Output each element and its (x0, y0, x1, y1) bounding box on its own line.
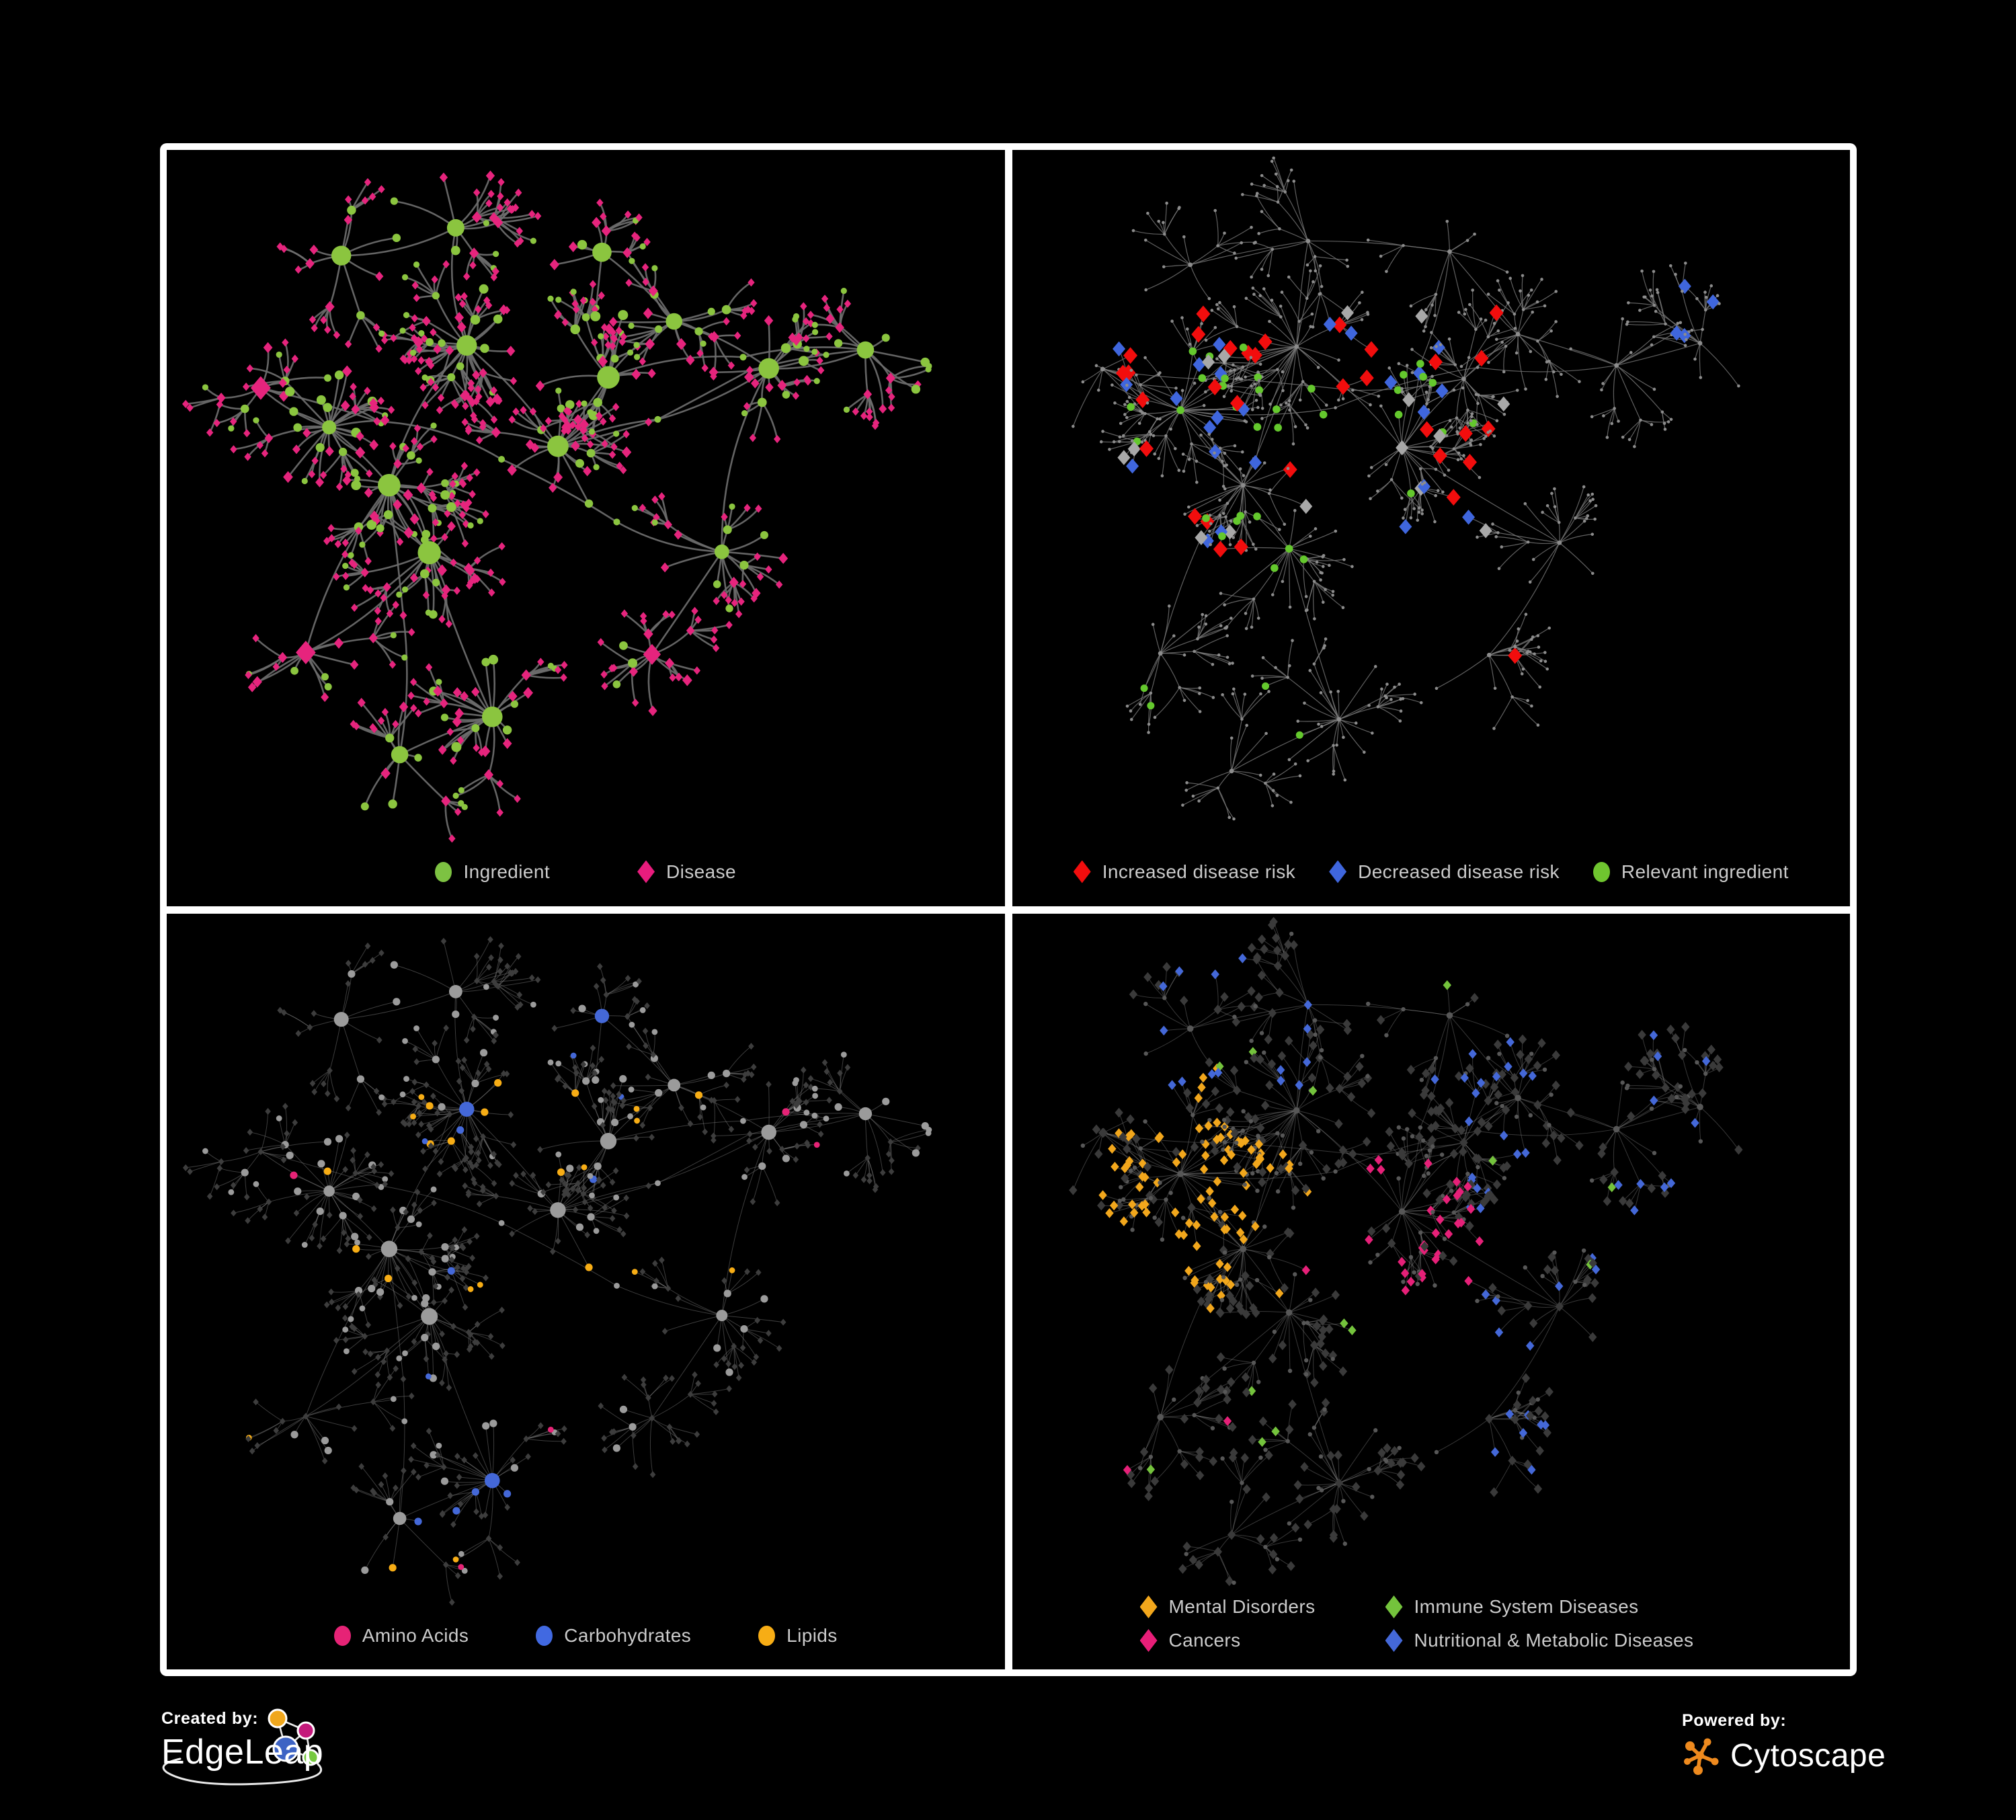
legend-label: Carbohydrates (564, 1625, 692, 1646)
legend-label: Nutritional & Metabolic Diseases (1414, 1630, 1694, 1651)
legend-label: Decreased disease risk (1358, 861, 1560, 882)
immune-diseases-swatch-icon (1385, 1595, 1403, 1618)
legend-ingredient-disease: Ingredient Disease (167, 860, 1005, 883)
legend-item: Increased disease risk (1073, 860, 1296, 883)
increased-risk-swatch-icon (1073, 860, 1091, 883)
legend-item: Relevant ingredient (1592, 861, 1789, 883)
amino-acids-swatch-icon (333, 1626, 351, 1646)
legend-item: Immune System Diseases (1385, 1595, 1694, 1618)
powered-by-label: Powered by: (1682, 1711, 1787, 1730)
cytoscape-logo (1684, 1738, 1719, 1775)
legend-label: Cancers (1168, 1630, 1241, 1651)
panel-chemical-classes: Amino Acids Carbohydrates Lipids (167, 913, 1005, 1669)
network-graph-disease-categories (1068, 916, 1743, 1586)
edgeleap-logo-magenta-node (296, 1721, 315, 1740)
network-graph-ingredient-disease (182, 170, 932, 843)
legend-item: Nutritional & Metabolic Diseases (1385, 1629, 1694, 1652)
disease-swatch-icon (637, 860, 655, 883)
legend-label: Lipids (787, 1625, 838, 1646)
four-panel-frame: Ingredient Disease Increased disease ris… (160, 143, 1857, 1676)
legend-item: Lipids (758, 1625, 838, 1647)
legend-label: Increased disease risk (1102, 861, 1296, 882)
legend-item: Disease (637, 860, 736, 883)
nutritional-diseases-swatch-icon (1385, 1629, 1403, 1652)
edgeleap-logo-blue-node (272, 1735, 299, 1762)
panel-ingredient-disease: Ingredient Disease (167, 150, 1005, 906)
legend-disease-risk: Increased disease risk Decreased disease… (1012, 860, 1851, 883)
edgeleap-logo-green-node (302, 1749, 319, 1766)
panel-disease-categories: Mental Disorders Immune System Diseases … (1012, 913, 1850, 1669)
network-graph-disease-risk (1071, 156, 1740, 821)
edgeleap-logo (162, 1708, 323, 1786)
legend-item: Ingredient (435, 861, 550, 883)
edgeleap-logo-orange-node (268, 1708, 288, 1729)
ingredient-swatch-icon (435, 861, 452, 882)
cancers-swatch-icon (1139, 1629, 1158, 1652)
edgeleap-brand-text: EdgeLeap (161, 1733, 324, 1772)
relevant-ingredient-swatch-icon (1592, 861, 1610, 882)
legend-item: Cancers (1139, 1629, 1385, 1652)
legend-label: Immune System Diseases (1414, 1596, 1639, 1617)
legend-label: Mental Disorders (1168, 1596, 1316, 1617)
legend-item: Mental Disorders (1139, 1595, 1385, 1618)
created-by-label: Created by: (161, 1709, 259, 1728)
legend-label: Ingredient (463, 861, 551, 882)
network-graph-chemical-classes (182, 935, 932, 1606)
legend-label: Disease (666, 861, 736, 882)
legend-item: Decreased disease risk (1329, 860, 1560, 883)
created-by-block: Created by: EdgeLeap (161, 1708, 524, 1810)
legend-item: Amino Acids (333, 1625, 469, 1647)
legend-chemical-classes: Amino Acids Carbohydrates Lipids (167, 1625, 1005, 1647)
panel-disease-risk: Increased disease risk Decreased disease… (1012, 150, 1851, 906)
carbohydrates-swatch-icon (536, 1626, 553, 1646)
powered-by-block: Powered by: Cytosc (1682, 1711, 1886, 1775)
legend-disease-categories: Mental Disorders Immune System Diseases … (1139, 1595, 1694, 1652)
legend-label: Relevant ingredient (1621, 861, 1789, 882)
legend-item: Carbohydrates (536, 1625, 691, 1647)
cytoscape-brand-text: Cytoscape (1730, 1737, 1886, 1774)
mental-disorders-swatch-icon (1139, 1595, 1158, 1618)
legend-label: Amino Acids (362, 1625, 469, 1646)
decreased-risk-swatch-icon (1329, 860, 1347, 883)
lipids-swatch-icon (758, 1626, 776, 1646)
